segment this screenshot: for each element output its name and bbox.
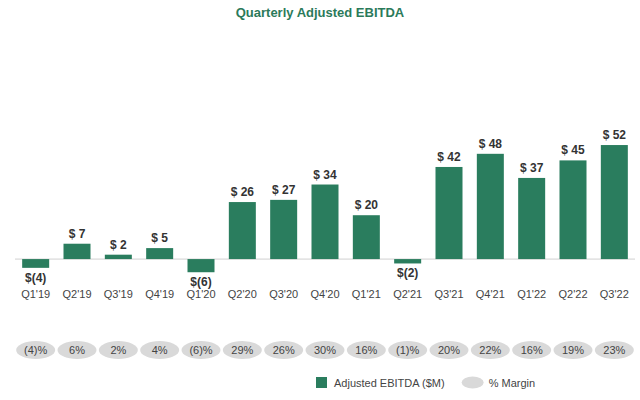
margin-label: 19%	[562, 344, 584, 356]
bar	[477, 154, 504, 259]
margin-ellipse	[140, 341, 179, 359]
margin-ellipse	[223, 341, 262, 359]
margin-label: 2%	[110, 344, 126, 356]
margin-ellipse	[182, 341, 221, 359]
data-label: $ 48	[479, 137, 503, 151]
data-label: $(4)	[25, 271, 46, 285]
margin-ellipse	[347, 341, 386, 359]
legend-label: % Margin	[489, 377, 535, 389]
data-label: $ 2	[110, 238, 127, 252]
data-label: $ 7	[69, 227, 86, 241]
bar	[312, 185, 339, 260]
margin-ellipse	[595, 341, 634, 359]
data-labels: $(4)$ 7$ 2$ 5$(6)$ 26$ 27$ 34$ 20$(2)$ 4…	[25, 128, 626, 289]
data-label: $ 42	[437, 150, 461, 164]
margin-label: 20%	[438, 344, 460, 356]
margin-label: 16%	[521, 344, 543, 356]
x-tick-label: Q3'21	[434, 288, 463, 300]
x-tick-label: Q4'21	[476, 288, 505, 300]
bar	[394, 259, 421, 263]
x-tick-label: Q2'21	[393, 288, 422, 300]
x-tick-label: Q3'19	[104, 288, 133, 300]
x-tick-label: Q3'20	[269, 288, 298, 300]
bar	[601, 145, 628, 259]
bar	[353, 215, 380, 259]
margin-label: (1)%	[396, 344, 419, 356]
margin-labels: (4)% 6% 2% 4% (6)% 29% 26% 30% 16% (1)% 20% 22% 16% 1…	[16, 341, 634, 359]
chart: Quarterly Adjusted EBITDA $(4) $ 7 $ 2 $ 5 $(…	[0, 0, 640, 400]
margin-ellipse	[388, 341, 427, 359]
bar	[22, 259, 49, 268]
legend-swatch	[316, 377, 327, 388]
x-tick-label: Q1'21	[352, 288, 381, 300]
data-label: $ 5	[151, 231, 168, 245]
margin-label: 26%	[273, 344, 295, 356]
data-label: $ 45	[561, 143, 585, 157]
x-tick-label: Q4'19	[145, 288, 174, 300]
margin-ellipse	[306, 341, 345, 359]
margin-label: 23%	[603, 344, 625, 356]
margin-ellipse	[99, 341, 138, 359]
bar	[436, 167, 463, 259]
data-label: $(2)	[397, 266, 418, 280]
x-tick-label: Q1'19	[21, 288, 50, 300]
x-tick-labels: Q1'19 Q2'19 Q3'19 Q4'19 Q1'20 Q2'20 Q3'20 Q4'20…	[21, 288, 629, 300]
data-label: $ 20	[355, 198, 379, 212]
bar	[64, 244, 91, 259]
margin-label: 6%	[69, 344, 85, 356]
bars	[22, 145, 628, 272]
bar	[105, 255, 132, 259]
margin-label: 16%	[355, 344, 377, 356]
bar	[518, 178, 545, 259]
margin-label: 22%	[479, 344, 501, 356]
data-label: $ 27	[272, 183, 296, 197]
bar	[270, 200, 297, 259]
data-label: $ 26	[231, 185, 255, 199]
bar	[188, 259, 215, 272]
x-tick-label: Q2'20	[228, 288, 257, 300]
margin-ellipse	[512, 341, 551, 359]
data-label: $ 52	[603, 128, 627, 142]
margin-ellipse	[58, 341, 97, 359]
margin-label: 4%	[152, 344, 168, 356]
x-tick-label: Q2'19	[62, 288, 91, 300]
x-tick-label: Q1'22	[517, 288, 546, 300]
margin-label: (4)%	[24, 344, 47, 356]
margin-label: 30%	[314, 344, 336, 356]
margin-ellipse	[264, 341, 303, 359]
margin-label: 29%	[231, 344, 253, 356]
data-label: $ 34	[313, 168, 337, 182]
bar	[229, 202, 256, 259]
bar	[146, 248, 173, 259]
x-tick-label: Q2'22	[558, 288, 587, 300]
margin-ellipse	[16, 341, 55, 359]
margin-label: (6)%	[189, 344, 212, 356]
data-label: $ 37	[520, 161, 544, 175]
chart-title: Quarterly Adjusted EBITDA	[236, 5, 405, 20]
bar	[560, 160, 587, 259]
legend-swatch	[462, 377, 484, 389]
margin-ellipse	[471, 341, 510, 359]
x-tick-label: Q3'22	[600, 288, 629, 300]
legend: Adjusted EBITDA ($M) % Margin	[316, 377, 535, 390]
margin-ellipse	[554, 341, 593, 359]
legend-label: Adjusted EBITDA ($M)	[334, 377, 445, 389]
x-tick-label: Q1'20	[186, 288, 215, 300]
x-tick-label: Q4'20	[310, 288, 339, 300]
margin-ellipse	[430, 341, 469, 359]
